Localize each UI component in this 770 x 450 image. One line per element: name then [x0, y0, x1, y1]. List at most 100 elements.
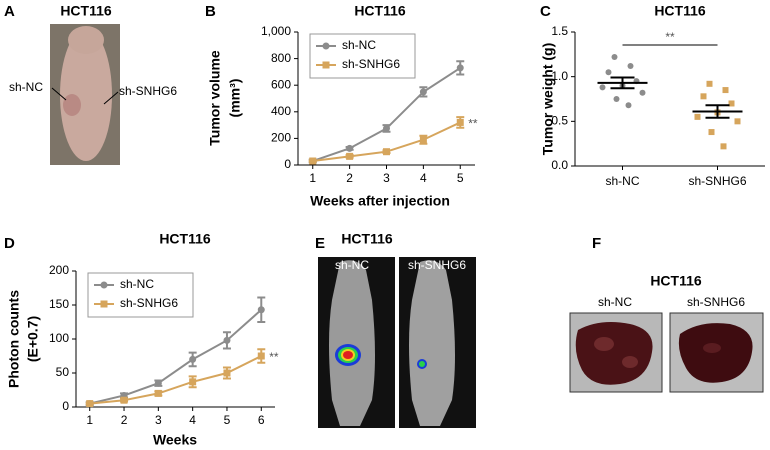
marker [605, 69, 612, 76]
marker [86, 400, 94, 408]
x-tick-label: 1 [309, 171, 316, 185]
marker [613, 96, 620, 102]
y-tick-label: 100 [49, 331, 69, 345]
panel-title: HCT116 [60, 3, 112, 19]
y-tick-label: 0 [284, 157, 291, 171]
y-axis-label: Tumor volume [207, 50, 223, 146]
group-label: sh-SNHG6 [119, 84, 177, 98]
panel-letter: A [4, 3, 15, 20]
chart-title: HCT116 [354, 3, 406, 19]
panel-letter: F [592, 235, 601, 252]
marker [120, 396, 128, 404]
x-tick-label: 2 [346, 171, 353, 185]
group-label: sh-NC [9, 80, 43, 94]
marker [720, 143, 727, 150]
marker [257, 352, 265, 360]
panel-letter: E [315, 235, 325, 252]
x-tick-label: 4 [420, 171, 427, 185]
marker [309, 157, 317, 165]
marker [706, 80, 713, 87]
marker [154, 379, 162, 387]
y-axis-label: Tumor weight (g) [540, 43, 556, 156]
y-axis-label: (mm³) [227, 79, 243, 118]
panel-title: HCT116 [341, 231, 393, 247]
marker [625, 102, 632, 109]
y-tick-label: 800 [271, 51, 291, 65]
annotation: ** [468, 117, 478, 131]
x-tick-label: 6 [258, 413, 265, 427]
marker [627, 62, 634, 69]
group-label: sh-NC [598, 295, 632, 309]
marker [694, 113, 701, 120]
y-tick-label: 600 [271, 77, 291, 91]
series-line [89, 355, 262, 405]
x-axis-label: Weeks [153, 432, 197, 448]
marker [223, 369, 231, 377]
marker [383, 148, 390, 156]
marker [708, 129, 715, 136]
marker [722, 87, 729, 94]
legend-label: sh-SNHG6 [342, 57, 400, 71]
marker [611, 54, 618, 61]
legend-label: sh-NC [342, 38, 376, 52]
panel-letter: C [540, 3, 551, 20]
y-tick-label: 400 [271, 104, 291, 118]
panel-title: HCT116 [650, 273, 702, 289]
legend-label: sh-SNHG6 [120, 296, 178, 310]
x-tick-label: sh-SNHG6 [688, 174, 746, 188]
legend-box [309, 33, 416, 79]
marker [639, 89, 646, 96]
sem-bar [610, 76, 635, 90]
chart-title: HCT116 [654, 3, 706, 19]
y-tick-label: 50 [56, 365, 70, 379]
mouse-photo [50, 24, 120, 165]
x-tick-label: 3 [383, 171, 390, 185]
y-tick-label: 0 [62, 399, 69, 413]
y-axis-label: Photon counts [6, 290, 22, 388]
marker [189, 378, 197, 386]
group-label: sh-SNHG6 [408, 258, 466, 272]
group-label: sh-SNHG6 [687, 295, 745, 309]
annotation: ** [269, 350, 279, 364]
y-tick-label: 1.5 [551, 24, 568, 38]
x-tick-label: 5 [224, 413, 231, 427]
series-line [89, 309, 262, 405]
x-tick-label: sh-NC [605, 174, 639, 188]
group-label: sh-NC [335, 258, 369, 272]
x-tick-label: 2 [121, 413, 128, 427]
marker [734, 118, 741, 125]
x-axis-label: Weeks after injection [310, 193, 450, 209]
y-tick-label: 0.5 [551, 114, 568, 128]
x-tick-label: 5 [457, 171, 464, 185]
marker [599, 84, 606, 91]
y-axis-label: (E+0.7) [25, 316, 41, 362]
marker [189, 355, 197, 363]
y-tick-label: 150 [49, 297, 69, 311]
marker [346, 152, 354, 160]
marker [419, 136, 427, 144]
marker [322, 42, 330, 50]
x-tick-label: 4 [189, 413, 196, 427]
series-line [312, 67, 461, 162]
y-tick-label: 200 [49, 263, 69, 277]
y-tick-label: 200 [271, 131, 291, 145]
marker [383, 124, 390, 132]
panel-letter: D [4, 235, 15, 252]
bioluminescence-image [318, 257, 476, 428]
legend-box [87, 272, 194, 318]
marker [223, 336, 231, 344]
marker [100, 300, 108, 308]
x-tick-label: 3 [155, 413, 162, 427]
marker [456, 64, 464, 72]
sem-bar [705, 104, 730, 119]
liver-photo [569, 312, 764, 393]
y-tick-label: 1,000 [261, 24, 291, 38]
marker [322, 61, 330, 69]
marker [154, 389, 162, 397]
y-tick-label: 1.0 [551, 69, 568, 83]
marker [700, 93, 707, 100]
panel-letter: B [205, 3, 216, 20]
marker [346, 144, 354, 152]
marker [456, 118, 464, 126]
